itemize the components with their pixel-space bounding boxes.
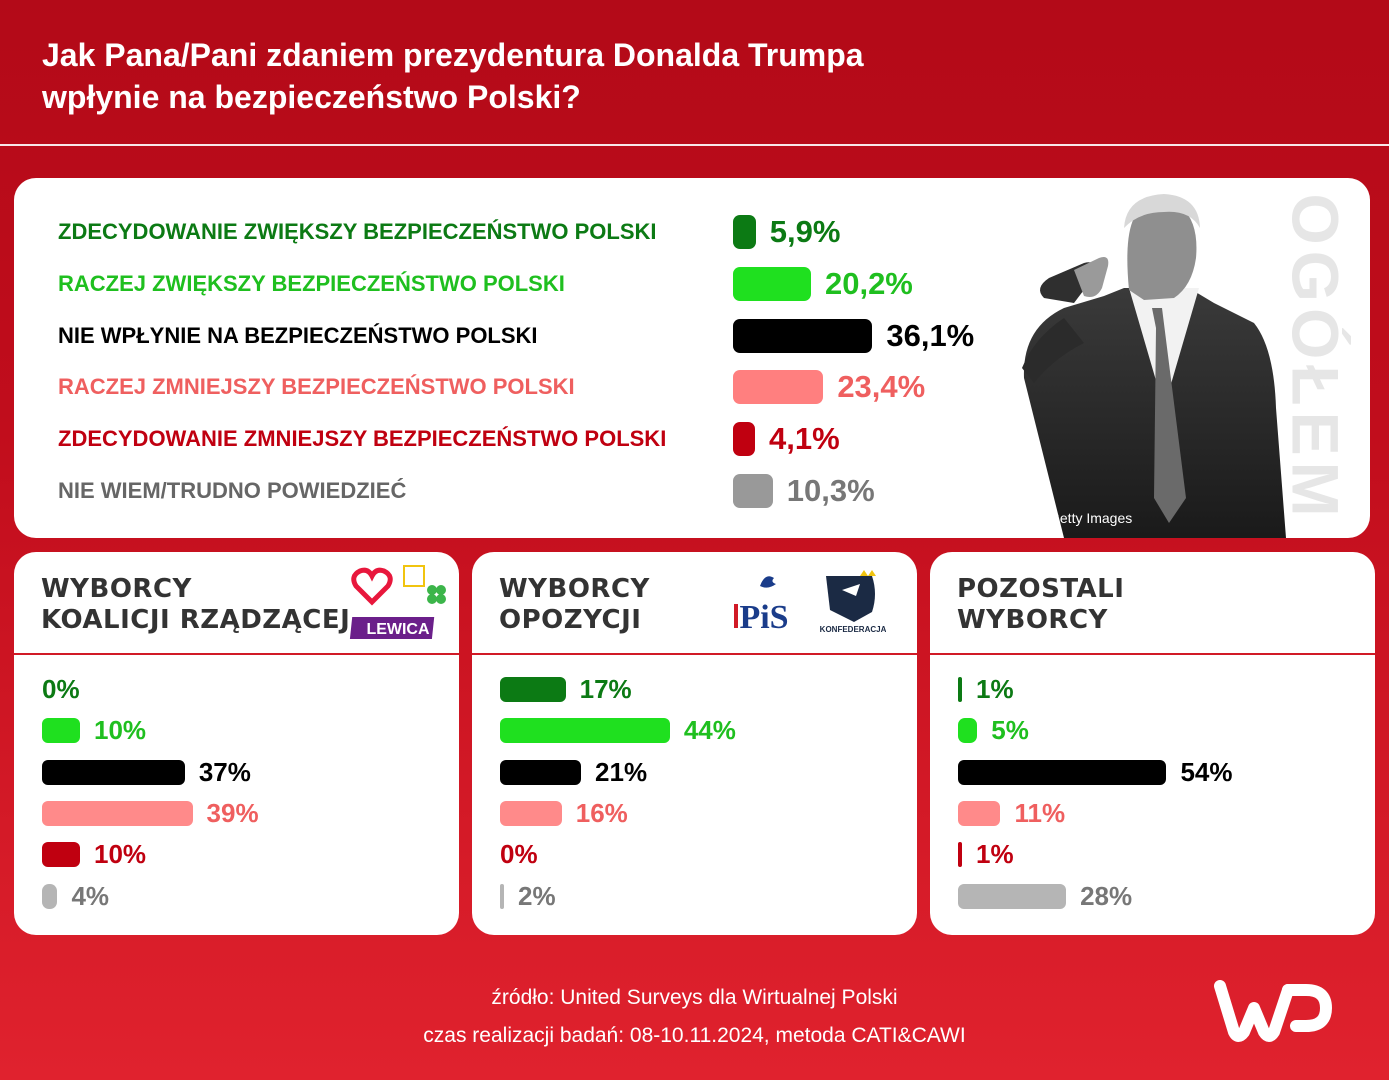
overall-bar [733, 266, 811, 301]
other-voters-panel: POZOSTALI WYBORCY 1% 5% 54% 11% 1% 28% [930, 552, 1375, 935]
footer-method: czas realizacji badań: 08-10.11.2024, me… [423, 1024, 966, 1047]
coalition-divider [14, 653, 459, 655]
title-line-1: Jak Pana/Pani zdaniem prezydentura Donal… [42, 37, 864, 73]
other-header-line-2: WYBORCY [957, 605, 1108, 635]
panel-2-bar [500, 883, 504, 909]
overall-bar [733, 318, 873, 353]
panel-1-value-label: 39% [206, 797, 259, 828]
panel-3-value-label: 11% [1014, 797, 1066, 828]
overall-value-label: 4,1% [769, 421, 840, 457]
coalition-header-line-2: KOALICJI RZĄDZĄCEJ [41, 605, 351, 635]
clover-icon [427, 585, 446, 604]
coalition-logos: LEWICA [349, 565, 446, 639]
panel-1-bar [42, 759, 185, 785]
panel-1-value-label: 0% [42, 674, 80, 704]
panel-1-bar [42, 718, 80, 744]
panel-3-bar [958, 883, 1067, 909]
panel-3-bar [958, 800, 1001, 826]
overall-value-label: 36,1% [886, 317, 975, 353]
overall-side-label-text: OGÓŁEM [1279, 193, 1354, 523]
panel-3-value-label: 1% [976, 674, 1014, 704]
eagle-icon [760, 576, 776, 588]
overall-value-label: 23,4% [837, 369, 926, 405]
third-way-logo [403, 565, 425, 587]
panel-3-value-label: 28% [1080, 880, 1133, 911]
panel-2-bar [500, 718, 670, 744]
overall-chart-panel: Getty Images OGÓŁEM ZDECYDOWANIE ZWIĘKSZ… [14, 178, 1370, 538]
opposition-voters-header: WYBORCY OPOZYCJI [499, 574, 650, 636]
panel-3-bar [958, 842, 962, 868]
konfederacja-eagle-icon [826, 576, 875, 622]
heart-icon [351, 567, 393, 606]
panel-2-bar [500, 677, 566, 702]
footer-source: źródło: United Surveys dla Wirtualnej Po… [491, 986, 898, 1009]
photo-credit: Getty Images [1049, 510, 1133, 526]
overall-side-label: OGÓŁEM [1276, 193, 1356, 522]
title-line-2: wpłynie na bezpieczeństwo Polski? [42, 79, 581, 115]
overall-value-label: 20,2% [824, 265, 913, 301]
overall-bar [733, 215, 756, 249]
overall-value-label: 10,3% [786, 473, 875, 508]
panel-2-bar [500, 800, 562, 826]
panel-3-bar [958, 718, 978, 744]
opposition-header-line-2: OPOZYCJI [499, 605, 642, 635]
panel-1-value-label: 10% [94, 839, 147, 870]
coalition-header-line-1: WYBORCY [41, 574, 192, 604]
lewica-logo-text: LEWICA [366, 621, 430, 638]
opposition-divider [472, 653, 917, 655]
trump-photo [1022, 194, 1286, 538]
coalition-voters-header: WYBORCY KOALICJI RZĄDZĄCEJ [41, 574, 350, 636]
opposition-header-line-1: WYBORCY [499, 574, 650, 604]
panel-1-value-label: 37% [198, 756, 251, 787]
overall-category-label: NIE WPŁYNIE NA BEZPIECZEŃSTWO POLSKI [58, 322, 538, 348]
konfederacja-logo: KONFEDERACJA [820, 570, 886, 634]
overall-bar [733, 370, 824, 405]
other-voters-header: POZOSTALI WYBORCY [957, 574, 1124, 636]
overall-category-label: RACZEJ ZMNIEJSZY BEZPIECZEŃSTWO POLSKI [58, 374, 575, 400]
overall-category-label: NIE WIEM/TRUDNO POWIEDZIEĆ [58, 478, 407, 503]
overall-category-label: ZDECYDOWANIE ZMNIEJSZY BEZPIECZEŃSTWO PO… [58, 426, 667, 452]
title-divider [0, 144, 1389, 146]
panel-3-value-label: 5% [991, 715, 1029, 746]
panel-2-value-label: 44% [683, 715, 736, 746]
other-divider [930, 653, 1375, 655]
panel-2-value-label: 21% [595, 756, 648, 787]
overall-bar [733, 422, 755, 457]
konfederacja-logo-text: KONFEDERACJA [820, 625, 886, 634]
panel-3-bar [958, 759, 1167, 785]
pis-logo-text: PiS [739, 599, 788, 636]
panel-1-bar [42, 800, 193, 826]
panel-1-value-label: 4% [71, 880, 110, 911]
overall-bar [733, 474, 773, 508]
overall-category-label: RACZEJ ZWIĘKSZY BEZPIECZEŃSTWO POLSKI [58, 270, 565, 296]
panel-1-bar [42, 883, 58, 909]
panel-2-value-label: 16% [575, 797, 628, 828]
panel-2-bar [500, 759, 582, 785]
wp-logo [1214, 980, 1332, 1042]
panel-2-value-label: 17% [579, 674, 632, 704]
panel-3-value-label: 1% [976, 839, 1014, 870]
panel-3-bar [958, 677, 962, 702]
pis-logo: PiS [734, 576, 789, 636]
opposition-voters-panel: WYBORCY OPOZYCJI PiS KONFEDERACJA 17% 44%… [472, 552, 917, 935]
overall-category-label: ZDECYDOWANIE ZWIĘKSZY BEZPIECZEŃSTWO POL… [58, 219, 657, 244]
other-header-line-1: POZOSTALI [957, 574, 1125, 604]
panel-2-value-label: 0% [500, 839, 538, 870]
panel-1-bar [42, 842, 80, 868]
panel-2-value-label: 2% [518, 880, 556, 911]
coalition-voters-panel: WYBORCY KOALICJI RZĄDZĄCEJ LEWICA 0% 10% 3… [14, 552, 459, 935]
overall-value-label: 5,9% [769, 214, 841, 249]
page-title: Jak Pana/Pani zdaniem prezydentura Donal… [42, 34, 942, 118]
panel-3-value-label: 54% [1180, 756, 1233, 787]
panel-1-value-label: 10% [94, 715, 147, 746]
